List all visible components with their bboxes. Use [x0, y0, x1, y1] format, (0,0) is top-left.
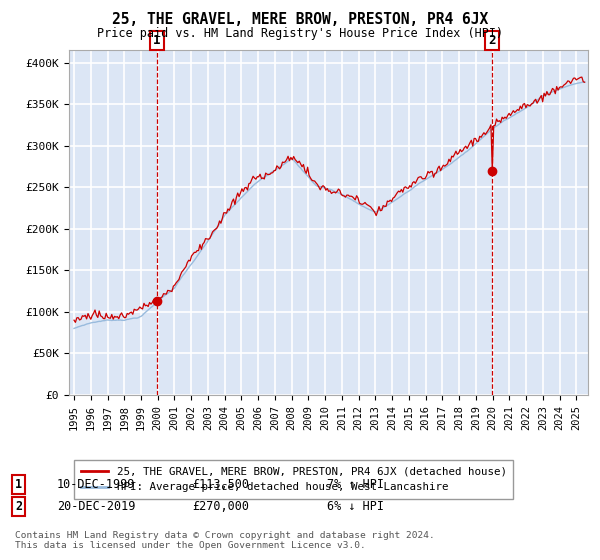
Text: 20-DEC-2019: 20-DEC-2019 — [57, 500, 136, 514]
Text: £270,000: £270,000 — [192, 500, 249, 514]
Text: 10-DEC-1999: 10-DEC-1999 — [57, 478, 136, 491]
Text: 1: 1 — [15, 478, 22, 491]
Text: 7% ↑ HPI: 7% ↑ HPI — [327, 478, 384, 491]
Legend: 25, THE GRAVEL, MERE BROW, PRESTON, PR4 6JX (detached house), HPI: Average price: 25, THE GRAVEL, MERE BROW, PRESTON, PR4 … — [74, 460, 513, 499]
Text: £113,500: £113,500 — [192, 478, 249, 491]
Text: Contains HM Land Registry data © Crown copyright and database right 2024.
This d: Contains HM Land Registry data © Crown c… — [15, 530, 435, 550]
Text: 6% ↓ HPI: 6% ↓ HPI — [327, 500, 384, 514]
Text: 2: 2 — [15, 500, 22, 514]
Text: Price paid vs. HM Land Registry's House Price Index (HPI): Price paid vs. HM Land Registry's House … — [97, 27, 503, 40]
Text: 2: 2 — [488, 34, 496, 47]
Text: 25, THE GRAVEL, MERE BROW, PRESTON, PR4 6JX: 25, THE GRAVEL, MERE BROW, PRESTON, PR4 … — [112, 12, 488, 27]
Text: 1: 1 — [154, 34, 161, 47]
